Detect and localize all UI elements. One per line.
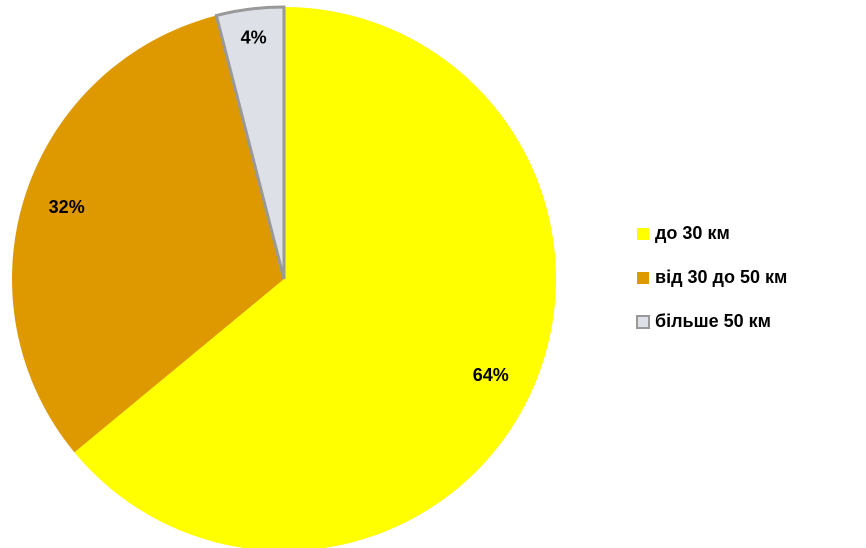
legend-swatch [636, 315, 650, 329]
legend-swatch [637, 228, 649, 240]
data-label: 4% [241, 28, 267, 48]
legend-label: від 30 до 50 км [655, 267, 787, 287]
legend-label: до 30 км [655, 223, 730, 243]
legend-swatch [637, 272, 649, 284]
pie-slice [74, 7, 556, 548]
legend-label: більше 50 км [655, 311, 771, 331]
data-label: 32% [49, 197, 85, 217]
pie-slice [214, 5, 286, 280]
pie-slice [11, 15, 285, 453]
data-label: 64% [473, 365, 509, 385]
